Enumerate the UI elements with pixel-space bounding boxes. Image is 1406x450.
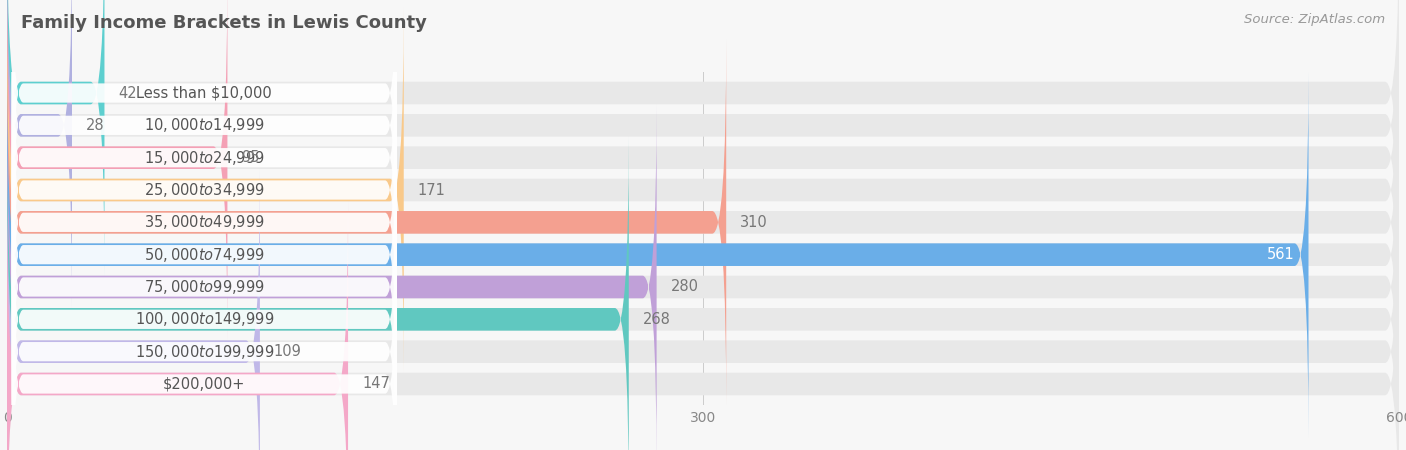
Text: Family Income Brackets in Lewis County: Family Income Brackets in Lewis County [21,14,427,32]
FancyBboxPatch shape [7,169,260,450]
FancyBboxPatch shape [11,38,396,342]
FancyBboxPatch shape [7,0,1399,340]
FancyBboxPatch shape [7,137,628,450]
FancyBboxPatch shape [7,169,1399,450]
FancyBboxPatch shape [7,0,104,276]
Text: $100,000 to $149,999: $100,000 to $149,999 [135,310,274,328]
FancyBboxPatch shape [7,40,1399,405]
FancyBboxPatch shape [7,0,1399,276]
FancyBboxPatch shape [11,0,396,245]
FancyBboxPatch shape [7,104,657,450]
FancyBboxPatch shape [7,72,1309,437]
FancyBboxPatch shape [7,104,1399,450]
FancyBboxPatch shape [7,201,349,450]
Text: Source: ZipAtlas.com: Source: ZipAtlas.com [1244,14,1385,27]
Text: $35,000 to $49,999: $35,000 to $49,999 [143,213,264,231]
Text: $10,000 to $14,999: $10,000 to $14,999 [143,117,264,135]
FancyBboxPatch shape [7,0,72,308]
FancyBboxPatch shape [11,232,396,450]
Text: 171: 171 [418,183,446,198]
Text: 280: 280 [671,279,699,294]
FancyBboxPatch shape [7,0,228,340]
Text: 42: 42 [118,86,136,100]
FancyBboxPatch shape [7,0,1399,308]
Text: $25,000 to $34,999: $25,000 to $34,999 [143,181,264,199]
FancyBboxPatch shape [11,6,396,310]
Text: 310: 310 [740,215,768,230]
Text: Less than $10,000: Less than $10,000 [136,86,273,100]
Text: $75,000 to $99,999: $75,000 to $99,999 [143,278,264,296]
FancyBboxPatch shape [11,135,396,439]
Text: 109: 109 [274,344,302,359]
Text: $15,000 to $24,999: $15,000 to $24,999 [143,148,264,166]
FancyBboxPatch shape [7,72,1399,437]
Text: 28: 28 [86,118,104,133]
FancyBboxPatch shape [7,40,725,405]
Text: 561: 561 [1267,247,1295,262]
FancyBboxPatch shape [7,7,1399,373]
FancyBboxPatch shape [7,201,1399,450]
Text: 147: 147 [361,377,389,392]
Text: $50,000 to $74,999: $50,000 to $74,999 [143,246,264,264]
FancyBboxPatch shape [11,70,396,374]
FancyBboxPatch shape [7,7,404,373]
Text: $150,000 to $199,999: $150,000 to $199,999 [135,342,274,360]
FancyBboxPatch shape [11,103,396,407]
Text: $200,000+: $200,000+ [163,377,246,392]
FancyBboxPatch shape [7,137,1399,450]
FancyBboxPatch shape [11,0,396,277]
Text: 268: 268 [643,312,671,327]
FancyBboxPatch shape [11,167,396,450]
Text: 95: 95 [242,150,260,165]
FancyBboxPatch shape [11,200,396,450]
